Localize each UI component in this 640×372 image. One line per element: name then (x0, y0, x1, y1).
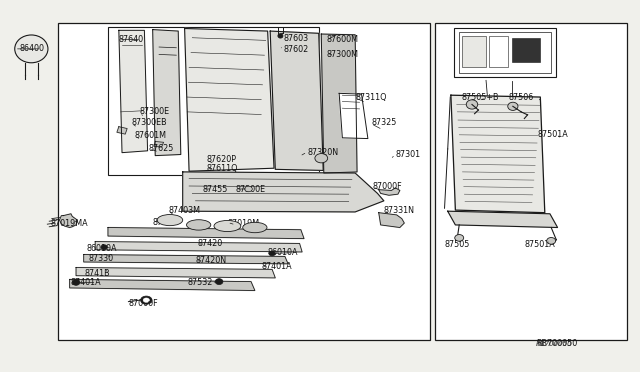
Text: 87602: 87602 (284, 45, 309, 54)
Text: 87403M: 87403M (168, 206, 200, 215)
Text: 87600M: 87600M (326, 35, 358, 44)
Text: 87019MA: 87019MA (51, 219, 88, 228)
Polygon shape (84, 254, 288, 264)
Ellipse shape (15, 35, 48, 63)
Text: 87301: 87301 (396, 150, 420, 159)
Text: 87532: 87532 (187, 278, 212, 287)
Text: 86010A: 86010A (268, 248, 298, 257)
Ellipse shape (243, 222, 267, 233)
Ellipse shape (141, 296, 152, 304)
Text: 87506: 87506 (508, 93, 534, 102)
Ellipse shape (186, 220, 211, 230)
Ellipse shape (508, 102, 518, 110)
Text: 87505+B: 87505+B (462, 93, 499, 102)
Polygon shape (70, 279, 255, 291)
Text: 87420: 87420 (197, 239, 223, 248)
Text: 87505: 87505 (445, 240, 470, 249)
Text: 87601M: 87601M (135, 131, 167, 141)
Polygon shape (182, 172, 384, 212)
Ellipse shape (455, 235, 464, 241)
Text: 86010A: 86010A (87, 244, 117, 253)
Text: 87330: 87330 (89, 254, 114, 263)
Ellipse shape (467, 100, 477, 109)
Text: 87000F: 87000F (129, 299, 158, 308)
Polygon shape (451, 95, 545, 213)
Text: 87401A: 87401A (261, 262, 292, 271)
Ellipse shape (215, 279, 223, 285)
Text: 87405: 87405 (153, 218, 178, 227)
Ellipse shape (214, 221, 241, 232)
Polygon shape (117, 127, 127, 134)
Ellipse shape (315, 154, 328, 163)
Text: 87640: 87640 (119, 35, 144, 44)
Text: 87300E: 87300E (236, 185, 266, 194)
Text: 87501A: 87501A (524, 240, 555, 249)
Polygon shape (108, 228, 304, 238)
Text: 87300E: 87300E (140, 108, 170, 116)
Polygon shape (153, 30, 180, 155)
Text: 87501A: 87501A (537, 129, 568, 139)
Polygon shape (95, 241, 302, 252)
Ellipse shape (157, 215, 182, 226)
Text: 87000F: 87000F (372, 182, 402, 190)
Polygon shape (184, 29, 274, 171)
Text: 8741B: 8741B (85, 269, 111, 278)
Ellipse shape (101, 245, 108, 250)
Polygon shape (119, 31, 148, 153)
Bar (511, 38, 540, 62)
Ellipse shape (278, 34, 283, 38)
Text: 87320N: 87320N (307, 148, 339, 157)
Text: 87420N: 87420N (195, 256, 227, 265)
Bar (489, 36, 508, 67)
Text: RB700050: RB700050 (536, 340, 572, 346)
Text: 87331N: 87331N (384, 206, 415, 215)
Text: 87603: 87603 (284, 34, 308, 44)
Bar (454, 29, 556, 77)
Text: 87401A: 87401A (71, 278, 102, 287)
Polygon shape (448, 211, 557, 228)
Ellipse shape (244, 186, 252, 192)
Bar (462, 36, 486, 67)
Text: 87455: 87455 (202, 185, 228, 194)
Bar (460, 32, 551, 73)
Text: 87019M: 87019M (227, 219, 260, 228)
Polygon shape (76, 267, 275, 278)
Text: 87300M: 87300M (326, 50, 358, 59)
Ellipse shape (143, 298, 150, 302)
Text: 87300EB: 87300EB (132, 119, 167, 128)
Polygon shape (321, 34, 357, 173)
Polygon shape (60, 214, 77, 228)
Text: 87325: 87325 (371, 119, 396, 128)
Ellipse shape (547, 237, 556, 244)
Text: 86400: 86400 (20, 44, 45, 53)
Text: 87625: 87625 (149, 144, 174, 153)
Polygon shape (339, 93, 368, 138)
Bar (435, 23, 627, 340)
Text: 87620P: 87620P (206, 155, 236, 164)
Ellipse shape (72, 279, 80, 285)
Bar (58, 23, 430, 340)
Ellipse shape (269, 251, 275, 256)
Text: 87611Q: 87611Q (206, 164, 238, 173)
Polygon shape (379, 213, 404, 228)
Text: 87311Q: 87311Q (355, 93, 387, 102)
Polygon shape (270, 31, 323, 170)
Bar (108, 27, 319, 175)
Bar (159, 134, 176, 149)
Polygon shape (154, 141, 164, 147)
Polygon shape (379, 188, 400, 195)
Text: RB700050: RB700050 (536, 339, 577, 348)
